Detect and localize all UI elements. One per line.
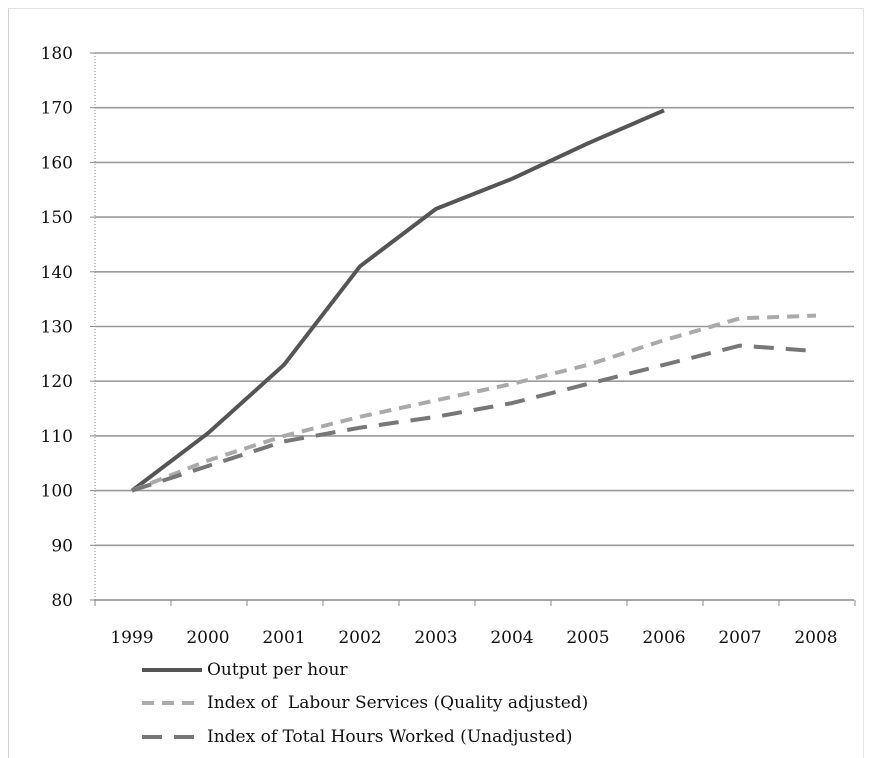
legend-label: Output per hour <box>207 660 348 680</box>
x-tick-label: 2004 <box>490 628 533 648</box>
legend: Output per hour Index of Labour Services … <box>142 660 588 747</box>
y-tick-label: 100 <box>41 482 73 502</box>
chart-frame <box>8 8 864 758</box>
gridlines <box>95 52 854 547</box>
y-tick-label: 180 <box>41 44 73 64</box>
x-tick-label: 1999 <box>110 628 153 648</box>
y-tick-label: 130 <box>41 318 73 338</box>
x-tick-label: 2006 <box>642 628 685 648</box>
x-tick-label: 2001 <box>262 628 305 648</box>
x-tick-label: 2005 <box>566 628 609 648</box>
y-tick-label: 90 <box>51 536 73 556</box>
y-tick-label: 160 <box>41 153 73 173</box>
x-axis-ticks: 1999 2000 2001 2002 2003 2004 2005 2006 2007 2008 <box>94 600 856 648</box>
series-lines <box>130 108 817 493</box>
series-line-3 <box>131 343 817 493</box>
legend-label: Index of Labour Services (Quality adjust… <box>207 693 588 713</box>
x-tick-label: 2007 <box>718 628 761 648</box>
y-tick-label: 120 <box>41 372 73 392</box>
y-tick-label: 110 <box>41 427 73 447</box>
y-tick-label: 80 <box>51 591 73 611</box>
y-axis-ticks: 80 90 100 110 120 130 140 150 160 170 180 <box>41 44 95 611</box>
y-tick-label: 140 <box>41 263 73 283</box>
series-line-2 <box>131 313 817 493</box>
series-line-1 <box>130 108 665 493</box>
x-tick-label: 2002 <box>338 628 381 648</box>
x-tick-label: 2003 <box>414 628 457 648</box>
y-tick-label: 150 <box>41 208 73 228</box>
y-tick-label: 170 <box>41 99 73 119</box>
x-tick-label: 2008 <box>794 628 837 648</box>
legend-label: Index of Total Hours Worked (Unadjusted) <box>207 727 572 747</box>
x-tick-label: 2000 <box>186 628 229 648</box>
